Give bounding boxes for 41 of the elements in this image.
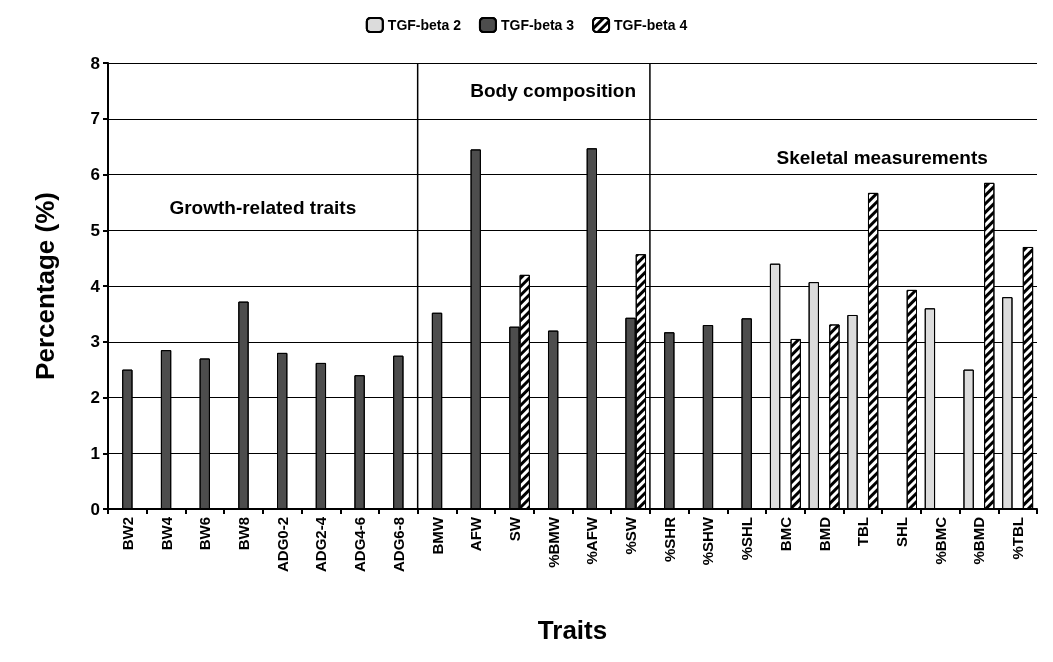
x-tick-label: BMC (776, 516, 794, 552)
x-tick-label: BW6 (196, 517, 214, 551)
x-tick-label: BW4 (157, 516, 175, 551)
y-tick-label: 3 (90, 332, 100, 352)
x-tick-label: %SHL (738, 517, 756, 561)
x-tick-label: AFW (467, 516, 485, 552)
legend-label: TGF-beta 4 (614, 17, 688, 33)
x-tick-label: ADG4-6 (351, 517, 369, 573)
x-tick-label: ADG0-2 (273, 517, 291, 573)
x-tick-label: SHL (893, 517, 911, 547)
y-tick-label: 2 (90, 388, 100, 407)
x-tick-label: ADG6-8 (389, 517, 407, 573)
x-tick-label: %SW (622, 516, 640, 555)
y-axis-title: Percentage (%) (30, 192, 60, 380)
x-tick-label: %BMW (544, 516, 562, 568)
y-tick-label: 5 (90, 220, 100, 240)
annotation: Growth-related traits (169, 197, 357, 219)
y-tick-label: 7 (90, 109, 100, 129)
x-tick-label: ADG2-4 (312, 516, 330, 573)
y-tick-label: 0 (90, 499, 100, 519)
x-tick-label: BMD (815, 516, 833, 552)
x-tick-label: %SHR (660, 516, 678, 563)
x-tick-label: BMW (428, 516, 446, 555)
y-tick-label: 6 (90, 165, 100, 184)
x-tick-label: BW2 (118, 517, 136, 551)
legend-label: TGF-beta 2 (387, 17, 462, 33)
x-axis-title: Traits (537, 615, 608, 645)
legend-label: TGF-beta 3 (500, 17, 575, 33)
x-tick-label: BW8 (234, 517, 252, 551)
y-tick-label: 1 (90, 443, 100, 463)
y-tick-label: 4 (90, 276, 101, 296)
x-tick-label: %SHW (699, 516, 717, 566)
x-tick-label: TBL (854, 517, 872, 547)
annotation: Body composition (470, 80, 637, 102)
annotation: Skeletal measurements (776, 147, 988, 169)
x-tick-label: %BMD (970, 516, 988, 565)
x-tick-label: SW (505, 516, 523, 542)
x-tick-label: %BMC (931, 516, 949, 565)
x-tick-label: %TBL (1009, 517, 1027, 560)
y-tick-label: 8 (90, 53, 100, 73)
x-tick-label: %AFW (583, 516, 601, 565)
